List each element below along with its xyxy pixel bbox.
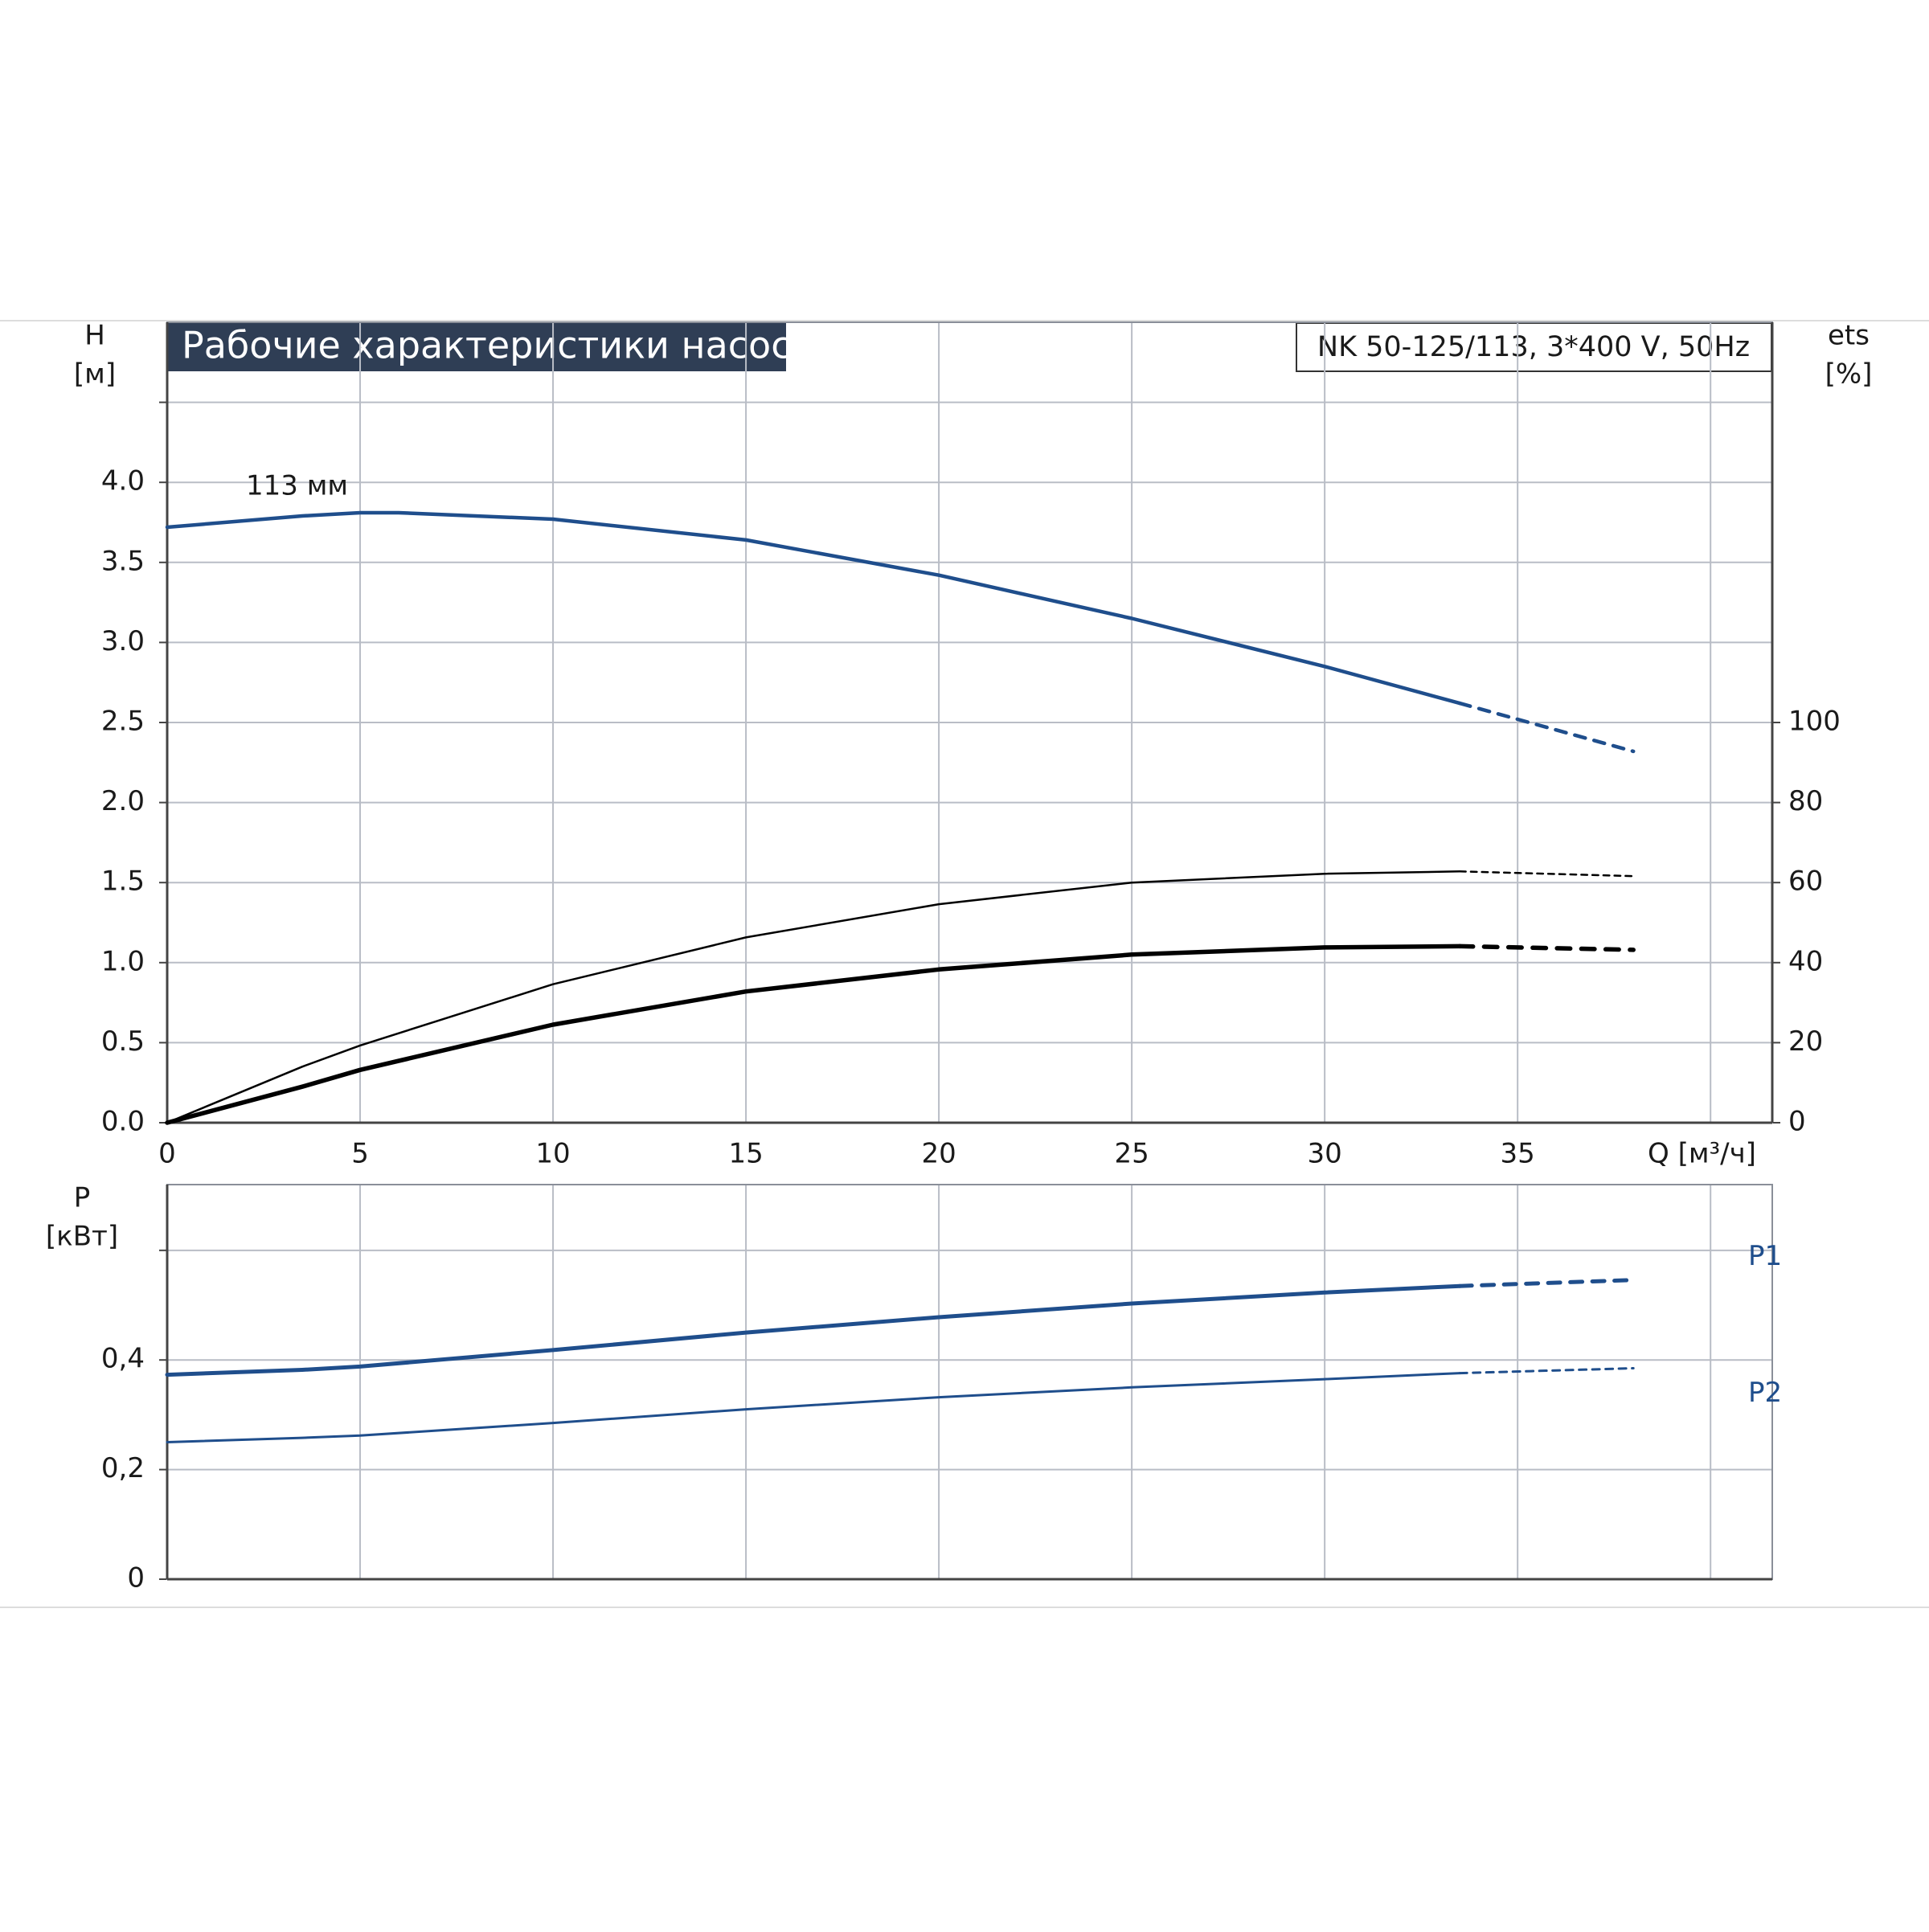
curve <box>165 510 1462 706</box>
x-tick-label: 30 <box>1308 1138 1342 1170</box>
series-label: P2 <box>1748 1377 1782 1409</box>
y-tick-label: 4.0 <box>101 465 145 497</box>
x-tick-label: 0 <box>158 1138 176 1170</box>
model-label: NK 50-125/113, 3*400 V, 50Hz <box>1317 331 1750 363</box>
curve-dashed <box>1457 943 1636 952</box>
curve <box>165 1283 1462 1377</box>
y-axis-label: [м] <box>74 358 116 391</box>
x-tick-label: 5 <box>351 1138 369 1170</box>
curve-dashed <box>1458 1367 1635 1375</box>
title-box <box>167 323 786 371</box>
y-axis-label: P <box>74 1182 91 1214</box>
y-axis-label: H <box>84 320 105 352</box>
y-tick-label: 0.0 <box>101 1106 145 1138</box>
y-tick-label: 0.5 <box>101 1025 145 1058</box>
curve <box>165 943 1462 1125</box>
x-tick-label: 35 <box>1501 1138 1535 1170</box>
y2-tick-label: 20 <box>1788 1025 1823 1058</box>
series-label: 113 мм <box>246 470 348 502</box>
chart-title: Рабочие характеристики насоса <box>182 324 814 367</box>
y-tick-label: 1.5 <box>101 866 145 898</box>
y-tick-label: 3.5 <box>101 545 145 577</box>
y2-tick-label: 80 <box>1788 785 1823 817</box>
curve-dashed <box>1457 701 1636 754</box>
x-tick-label: 20 <box>921 1138 956 1170</box>
series-label: P1 <box>1748 1240 1782 1272</box>
y-tick-label: 0,2 <box>101 1452 145 1484</box>
y-tick-label: 0 <box>127 1562 145 1594</box>
x-tick-label: 10 <box>535 1138 570 1170</box>
y-axis-label: [кВт] <box>46 1221 118 1253</box>
y-tick-label: 1.0 <box>101 945 145 977</box>
x-axis-label: Q [м³/ч] <box>1648 1138 1756 1170</box>
model-box <box>1296 322 1772 372</box>
curve <box>166 1372 1461 1443</box>
y2-tick-label: 40 <box>1788 945 1823 977</box>
y2-tick-label: 60 <box>1788 866 1823 898</box>
y2-tick-label: 0 <box>1788 1106 1806 1138</box>
curve <box>166 870 1461 1124</box>
y-tick-label: 0,4 <box>101 1343 145 1375</box>
y-tick-label: 2.0 <box>101 785 145 817</box>
curve-dashed <box>1457 1278 1636 1288</box>
x-tick-label: 25 <box>1114 1138 1149 1170</box>
y2-axis-label: [%] <box>1825 358 1873 391</box>
y-tick-label: 2.5 <box>101 706 145 738</box>
y-tick-label: 3.0 <box>101 625 145 657</box>
curve-dashed <box>1458 870 1635 878</box>
y2-tick-label: 100 <box>1788 706 1841 738</box>
x-tick-label: 15 <box>728 1138 763 1170</box>
y2-axis-label: ets <box>1828 320 1870 352</box>
